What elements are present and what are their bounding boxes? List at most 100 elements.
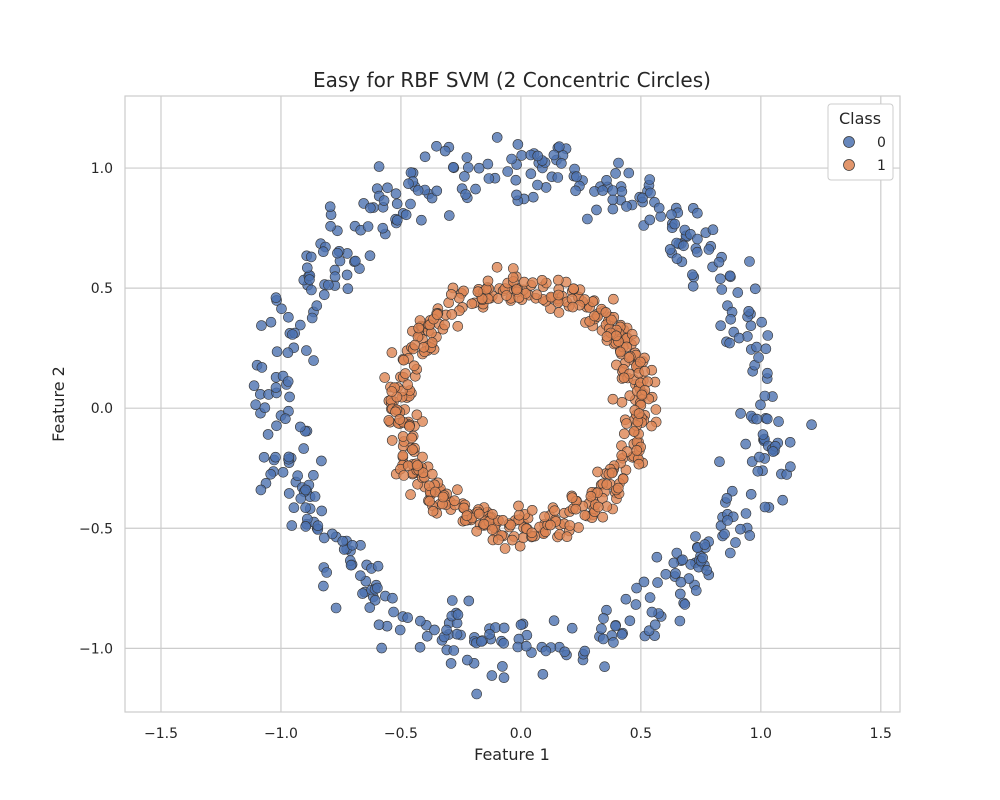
data-point-class-0 bbox=[364, 250, 376, 261]
data-point-class-0 bbox=[391, 198, 403, 210]
data-point-class-1 bbox=[531, 289, 543, 301]
data-point-class-1 bbox=[402, 379, 414, 391]
data-point-class-0 bbox=[390, 188, 402, 199]
data-point-class-0 bbox=[512, 139, 524, 150]
data-point-class-1 bbox=[439, 319, 451, 331]
data-point-class-0 bbox=[733, 332, 745, 344]
data-point-class-0 bbox=[323, 279, 334, 291]
data-point-class-0 bbox=[445, 658, 457, 669]
data-point-class-0 bbox=[388, 606, 399, 618]
data-point-class-1 bbox=[573, 522, 584, 533]
data-point-class-0 bbox=[744, 530, 756, 541]
data-point-class-0 bbox=[304, 274, 315, 285]
data-point-class-1 bbox=[553, 289, 564, 301]
data-point-class-0 bbox=[762, 367, 773, 379]
data-point-class-1 bbox=[549, 505, 560, 517]
data-point-class-0 bbox=[556, 158, 567, 169]
chart-title: Easy for RBF SVM (2 Concentric Circles) bbox=[313, 68, 711, 92]
data-point-class-0 bbox=[277, 466, 289, 478]
data-point-class-0 bbox=[599, 661, 610, 673]
data-point-class-0 bbox=[674, 615, 686, 627]
data-point-class-0 bbox=[364, 602, 376, 613]
data-point-class-0 bbox=[703, 244, 715, 255]
data-point-class-1 bbox=[616, 396, 628, 408]
data-point-class-0 bbox=[616, 186, 628, 197]
data-point-class-1 bbox=[491, 261, 503, 273]
data-point-class-1 bbox=[597, 511, 609, 523]
data-point-class-0 bbox=[311, 300, 323, 312]
data-point-class-0 bbox=[483, 173, 495, 184]
data-point-class-0 bbox=[597, 633, 609, 645]
legend-entry-class-1: 1 bbox=[877, 158, 886, 174]
data-point-class-0 bbox=[785, 461, 796, 473]
data-point-class-0 bbox=[725, 313, 737, 325]
data-point-class-0 bbox=[452, 609, 464, 621]
data-point-class-0 bbox=[540, 645, 552, 657]
data-point-class-0 bbox=[486, 670, 498, 681]
data-point-class-0 bbox=[620, 593, 632, 605]
data-point-class-0 bbox=[597, 185, 609, 196]
data-point-class-0 bbox=[265, 468, 277, 480]
data-point-class-0 bbox=[447, 162, 459, 173]
data-point-class-1 bbox=[407, 444, 418, 456]
data-point-class-0 bbox=[282, 376, 294, 387]
data-point-class-0 bbox=[498, 637, 510, 649]
data-point-class-0 bbox=[630, 599, 642, 610]
y-tick-label: 0.5 bbox=[91, 281, 113, 297]
data-point-class-0 bbox=[372, 582, 383, 594]
data-point-class-0 bbox=[325, 221, 336, 232]
data-point-class-0 bbox=[613, 157, 624, 169]
data-point-class-0 bbox=[744, 256, 755, 267]
data-point-class-1 bbox=[411, 409, 423, 421]
data-point-class-0 bbox=[301, 262, 313, 274]
data-point-class-1 bbox=[386, 435, 398, 446]
data-point-class-0 bbox=[387, 592, 398, 604]
data-point-class-0 bbox=[537, 668, 549, 680]
data-point-class-1 bbox=[545, 519, 556, 531]
data-point-class-0 bbox=[649, 619, 661, 631]
data-point-class-0 bbox=[666, 209, 677, 220]
data-point-class-0 bbox=[699, 539, 711, 550]
data-point-class-0 bbox=[679, 599, 691, 610]
legend-marker-class-0 bbox=[843, 136, 855, 148]
y-tick-label: 0.0 bbox=[91, 401, 113, 417]
data-point-class-0 bbox=[270, 382, 282, 393]
data-point-class-1 bbox=[400, 368, 411, 379]
data-point-class-0 bbox=[270, 292, 282, 304]
data-point-class-0 bbox=[312, 520, 324, 532]
data-point-class-0 bbox=[317, 246, 329, 257]
data-point-class-1 bbox=[501, 290, 512, 301]
data-point-class-0 bbox=[724, 337, 736, 349]
data-point-class-0 bbox=[749, 283, 761, 295]
data-point-class-0 bbox=[461, 152, 473, 163]
data-point-class-1 bbox=[506, 534, 518, 546]
data-point-class-1 bbox=[499, 543, 511, 554]
data-point-class-0 bbox=[777, 494, 789, 506]
y-tick-label: 1.0 bbox=[91, 161, 113, 177]
data-point-class-0 bbox=[759, 501, 771, 513]
data-point-class-1 bbox=[507, 272, 519, 283]
data-point-class-0 bbox=[651, 551, 663, 563]
data-point-class-1 bbox=[589, 310, 600, 322]
data-point-class-1 bbox=[398, 470, 410, 481]
data-point-class-0 bbox=[318, 580, 329, 592]
data-point-class-1 bbox=[413, 322, 425, 334]
data-point-class-0 bbox=[671, 547, 683, 559]
data-point-class-0 bbox=[446, 595, 458, 606]
data-point-class-0 bbox=[644, 214, 656, 226]
data-point-class-0 bbox=[283, 451, 295, 463]
data-point-class-0 bbox=[350, 255, 361, 267]
data-point-class-0 bbox=[664, 244, 676, 255]
data-point-class-0 bbox=[357, 588, 368, 599]
data-point-class-0 bbox=[403, 178, 414, 189]
data-point-class-0 bbox=[506, 153, 517, 165]
data-point-class-0 bbox=[755, 399, 766, 411]
data-point-class-0 bbox=[767, 446, 779, 457]
data-point-class-0 bbox=[624, 615, 636, 627]
data-point-class-0 bbox=[724, 270, 736, 282]
data-point-class-0 bbox=[498, 672, 510, 684]
data-point-class-1 bbox=[472, 286, 484, 298]
data-point-class-1 bbox=[564, 520, 576, 531]
data-point-class-0 bbox=[400, 209, 412, 221]
data-point-class-0 bbox=[248, 380, 260, 392]
